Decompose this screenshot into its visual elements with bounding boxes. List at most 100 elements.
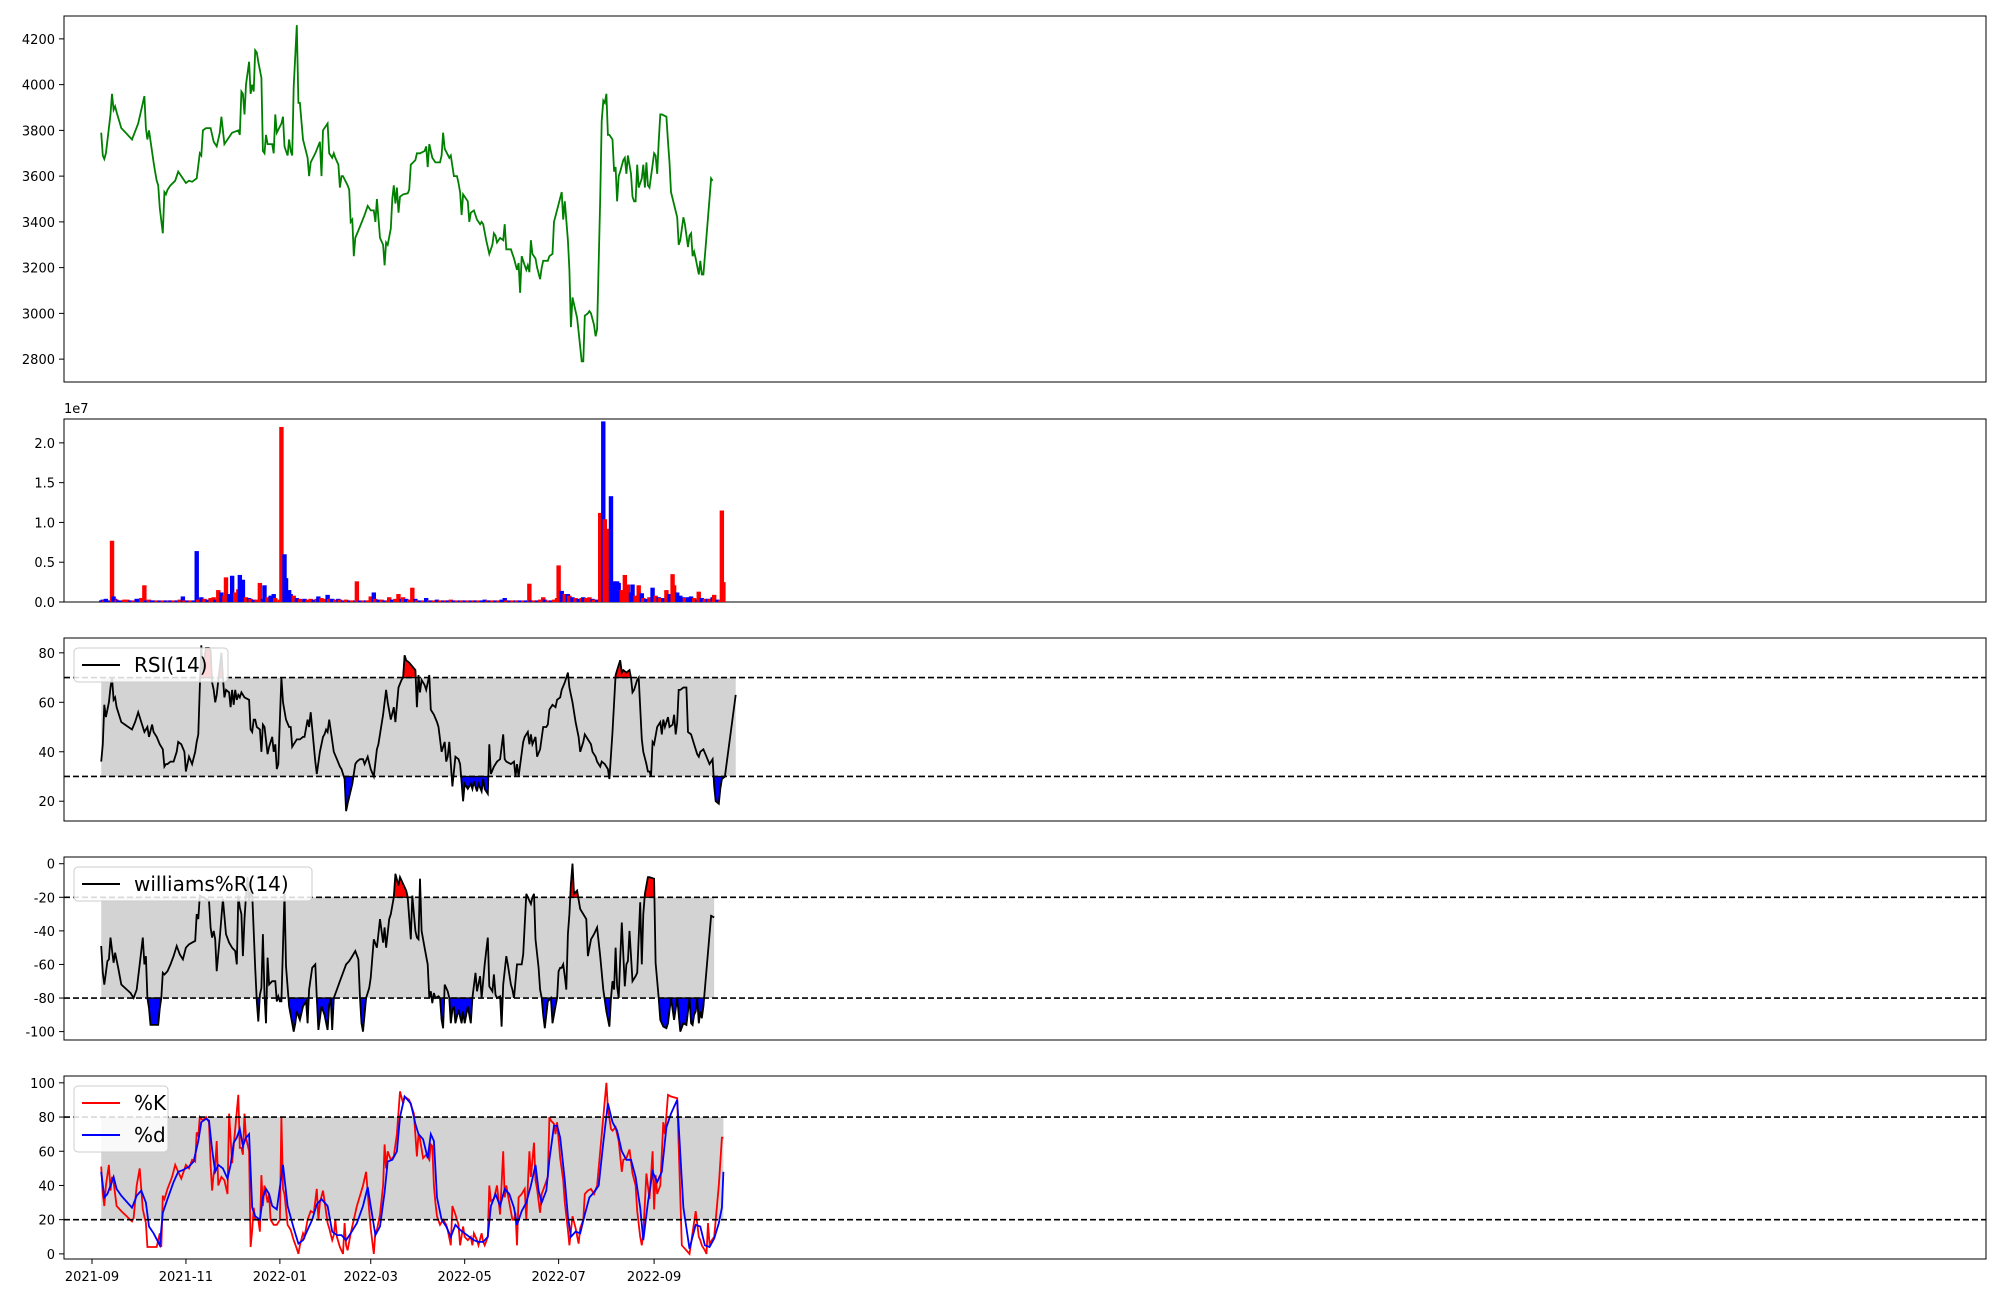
volume-bar — [400, 597, 406, 602]
x-tick-label: 2021-09 — [65, 1270, 119, 1285]
volume-bar — [556, 565, 561, 602]
volume-offset-text: 1e7 — [64, 402, 89, 417]
y-tick-label: 100 — [30, 1077, 55, 1092]
volume-bar — [134, 598, 139, 602]
volume-bar — [616, 582, 621, 602]
volume-bar — [157, 600, 162, 602]
volume-bar — [371, 592, 377, 602]
y-tick-label: 60 — [38, 696, 55, 711]
y-tick-label: 60 — [38, 1145, 55, 1160]
volume-bar — [601, 421, 606, 602]
volume-bar — [584, 598, 589, 602]
volume-bar — [510, 600, 515, 602]
volume-bar — [279, 426, 284, 602]
y-tick-label: 3400 — [22, 216, 55, 231]
date-axis: 2021-09 2021-11 2022-01 2022-03 2022-05 2022-… — [65, 1259, 681, 1285]
volume-bar — [468, 600, 474, 602]
x-tick-label: 2022-03 — [344, 1270, 398, 1285]
volume-bar — [490, 600, 495, 602]
williams-r-panel: 0 -20 -40 -60 -80 -100 williams%R(14) — [25, 856, 1987, 1041]
volume-panel: 0.0 0.5 1.0 1.5 2.0 — [34, 418, 1987, 611]
price-line — [100, 25, 714, 363]
volume-bar — [205, 599, 210, 602]
volume-bar — [196, 599, 201, 602]
volume-bar — [346, 600, 352, 602]
axes-frame — [63, 856, 1987, 1041]
volume-bar — [675, 592, 680, 602]
volume-bar — [185, 600, 190, 602]
volume-bar — [567, 595, 572, 602]
y-tick-label: 4200 — [22, 33, 55, 48]
volume-bar — [537, 599, 543, 602]
volume-bar — [605, 528, 611, 602]
volume-bar — [403, 598, 409, 602]
volume-bar — [283, 578, 289, 602]
williams-r-line — [100, 863, 715, 1032]
volume-bar — [691, 598, 697, 602]
volume-bar — [562, 594, 567, 602]
volume-bar — [115, 600, 121, 602]
volume-bar — [570, 597, 575, 602]
volume-bar — [545, 600, 551, 602]
y-tick-label: 40 — [38, 1179, 55, 1194]
y-tick-label: 20 — [38, 795, 55, 810]
volume-bar — [213, 599, 218, 602]
axes-frame — [63, 1075, 1987, 1260]
volume-bar — [581, 597, 586, 602]
volume-bar — [106, 600, 112, 602]
y-tick-label: 3800 — [22, 124, 55, 139]
volume-bar — [454, 600, 460, 602]
volume-bar — [653, 595, 658, 602]
volume-bar — [188, 600, 193, 602]
volume-bar — [257, 582, 263, 602]
volume-bar — [240, 579, 246, 602]
y-tick-label: -100 — [25, 1026, 55, 1041]
volume-bar — [437, 600, 443, 602]
volume-bar — [254, 599, 259, 602]
volume-bar — [103, 598, 109, 602]
volume-bar — [319, 598, 324, 602]
volume-bar — [330, 598, 335, 602]
volume-bar — [396, 594, 401, 602]
volume-bar — [393, 598, 398, 602]
y-tick-label: 80 — [38, 1111, 55, 1126]
volume-bar — [182, 600, 187, 602]
volume-bar — [647, 597, 652, 602]
volume-bar — [573, 598, 578, 602]
volume-bar — [528, 600, 534, 602]
volume-bar — [326, 598, 332, 602]
volume-bar — [354, 581, 360, 602]
y-tick-label: -40 — [34, 925, 55, 940]
volume-bar — [499, 599, 504, 602]
volume-bar — [534, 600, 540, 602]
volume-bar — [365, 600, 370, 602]
volume-bar — [531, 600, 537, 602]
volume-bar — [322, 598, 327, 602]
y-tick-label: 40 — [38, 746, 55, 761]
volume-bar — [151, 600, 156, 602]
volume-bar — [420, 600, 426, 602]
volume-bar — [715, 599, 720, 602]
legend-box — [73, 866, 313, 902]
volume-bar — [448, 599, 454, 602]
volume-bar — [459, 600, 464, 602]
volume-bar — [163, 600, 169, 602]
volume-bar — [337, 599, 343, 602]
volume-bar — [721, 582, 726, 602]
volume-bar — [146, 599, 152, 602]
volume-bar — [248, 598, 253, 602]
volume-bar — [630, 584, 635, 602]
volume-bar — [343, 599, 349, 602]
volume-bar — [143, 600, 149, 602]
volume-bar — [431, 600, 437, 602]
volume-bar — [527, 583, 532, 602]
y-tick-label: -60 — [34, 958, 55, 973]
volume-bar — [434, 599, 440, 602]
volume-bar — [177, 599, 182, 602]
volume-bar — [407, 599, 412, 602]
volume-bar — [576, 598, 581, 602]
volume-bar — [428, 600, 433, 602]
volume-bar — [368, 596, 373, 602]
axes-frame — [63, 418, 1987, 603]
d-line — [100, 1094, 725, 1249]
